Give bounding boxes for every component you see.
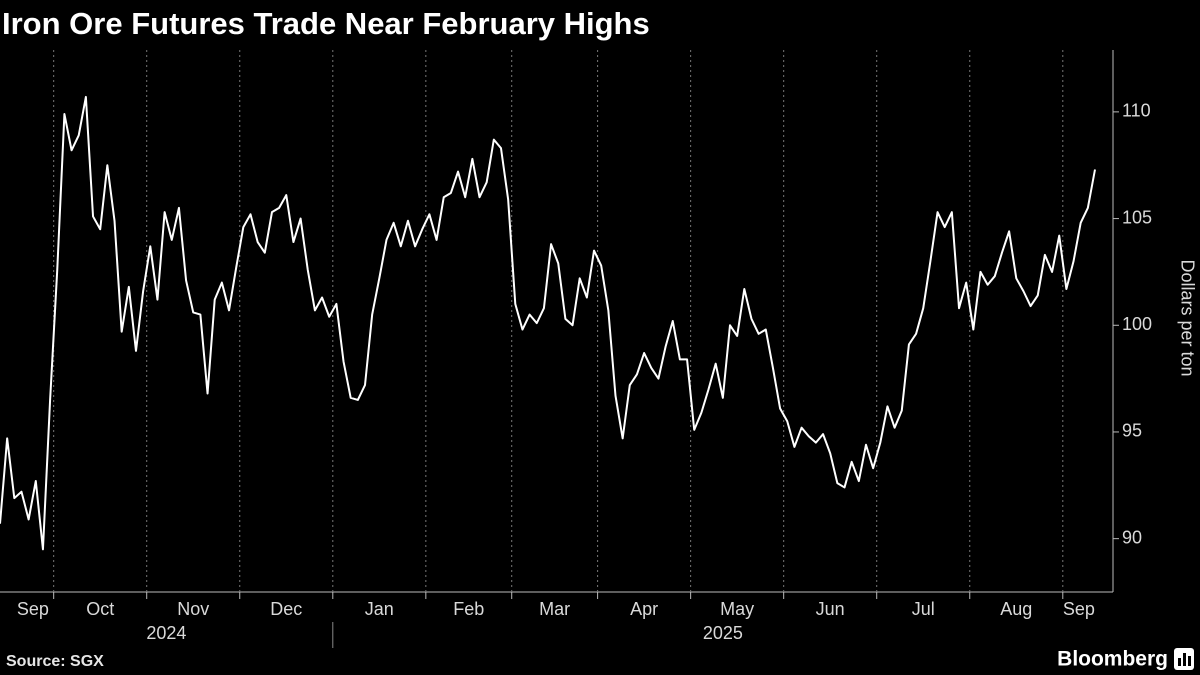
x-tick-label: May	[720, 599, 754, 619]
x-tick-label: Oct	[86, 599, 114, 619]
y-tick-label: 110	[1122, 101, 1151, 121]
y-tick-label: 105	[1122, 207, 1152, 227]
x-tick-label: Dec	[270, 599, 302, 619]
x-tick-label: Mar	[539, 599, 570, 619]
x-tick-label: Jan	[365, 599, 394, 619]
x-tick-label: Sep	[17, 599, 49, 619]
price-line	[0, 95, 1096, 551]
source: Source: SGX	[6, 653, 104, 670]
x-tick-label: Jun	[816, 599, 845, 619]
y-axis-label: Dollars per ton	[1177, 259, 1197, 376]
x-tick-label: Apr	[630, 599, 658, 619]
y-tick-label: 95	[1122, 421, 1142, 441]
chart-title: Iron Ore Futures Trade Near February Hig…	[2, 6, 650, 41]
x-tick-label: Sep	[1063, 599, 1095, 619]
y-tick-label: 90	[1122, 527, 1142, 547]
year-label: 2024	[146, 623, 186, 643]
year-label: 2025	[703, 623, 743, 643]
x-tick-label: Aug	[1000, 599, 1032, 619]
x-tick-label: Feb	[453, 599, 484, 619]
x-tick-label: Nov	[177, 599, 209, 619]
logo: Bloomberg	[1057, 648, 1168, 671]
logo-icon	[1174, 648, 1194, 670]
x-tick-label: Jul	[912, 599, 935, 619]
y-tick-label: 100	[1122, 314, 1152, 334]
